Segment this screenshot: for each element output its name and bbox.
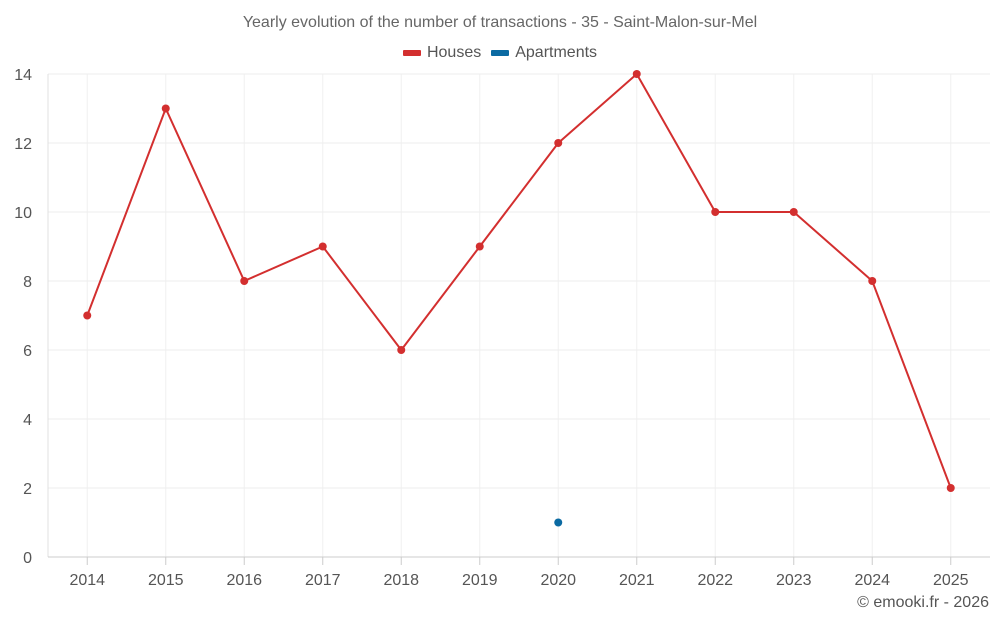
legend-swatch-apartments — [491, 50, 510, 56]
data-point-houses — [83, 311, 92, 320]
y-tick-label: 6 — [23, 343, 32, 360]
y-tick-label: 10 — [14, 205, 32, 222]
y-tick-label: 4 — [23, 412, 32, 429]
x-tick-label: 2015 — [148, 572, 184, 589]
data-point-houses — [946, 484, 955, 492]
data-point-houses — [868, 277, 877, 285]
legend-item-apartments[interactable]: Apartments — [491, 44, 597, 62]
x-tick-label: 2018 — [383, 572, 419, 589]
legend-item-houses[interactable]: Houses — [402, 44, 482, 62]
x-tick-label: 2020 — [540, 572, 576, 589]
data-point-houses — [554, 139, 563, 147]
data-point-houses — [475, 242, 484, 251]
legend-label-houses: Houses — [426, 44, 482, 61]
data-point-houses — [711, 208, 720, 216]
x-tick-label: 2025 — [933, 572, 969, 589]
data-point-apartments — [554, 518, 563, 527]
x-tick-label: 2024 — [854, 572, 890, 589]
y-tick-label: 0 — [23, 550, 32, 567]
data-point-houses — [161, 104, 170, 113]
x-tick-label: 2019 — [462, 572, 498, 589]
chart-title: Yearly evolution of the number of transa… — [242, 14, 758, 31]
x-tick-label: 2017 — [305, 572, 341, 589]
y-tick-label: 14 — [14, 67, 32, 84]
x-tick-label: 2022 — [697, 572, 733, 589]
legend-swatch-houses — [402, 50, 421, 56]
legend: Houses Apartments — [0, 44, 1000, 62]
credit-text: © emooki.fr - 2026 — [857, 594, 989, 611]
y-tick-label: 2 — [23, 481, 32, 498]
x-tick-label: 2023 — [776, 572, 812, 589]
x-tick-label: 2021 — [619, 572, 655, 589]
x-tick-label: 2016 — [226, 572, 262, 589]
y-tick-label: 8 — [23, 274, 32, 291]
data-point-houses — [789, 208, 798, 216]
data-point-houses — [240, 277, 249, 285]
data-point-houses — [318, 242, 327, 251]
series-line-houses — [86, 73, 952, 489]
legend-label-apartments: Apartments — [515, 44, 598, 61]
data-point-houses — [632, 70, 641, 78]
y-tick-label: 12 — [14, 136, 32, 153]
data-point-houses — [397, 346, 406, 354]
x-tick-label: 2014 — [69, 572, 105, 589]
